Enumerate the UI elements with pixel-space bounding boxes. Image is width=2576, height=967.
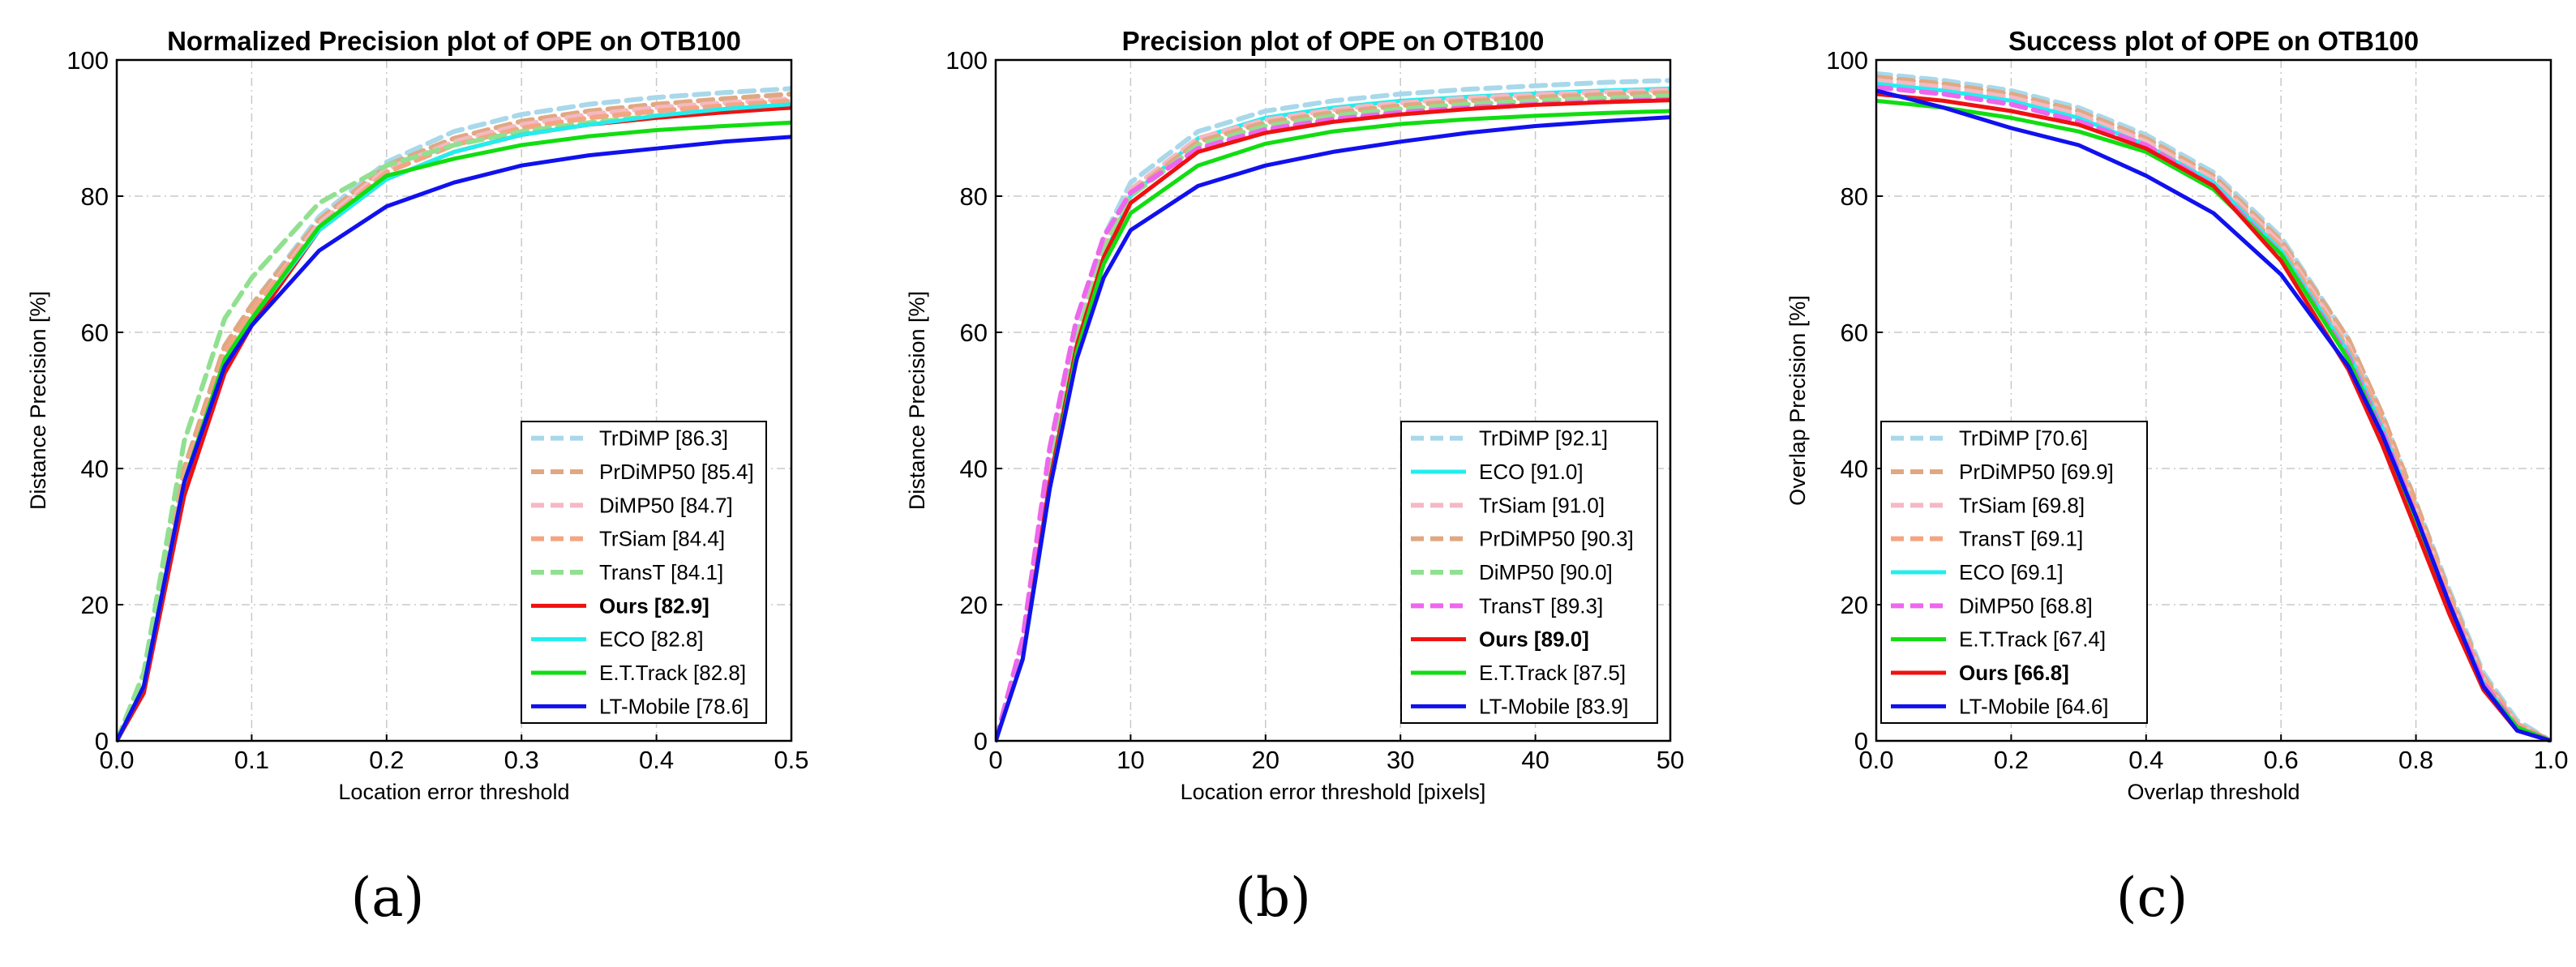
- y-tick-label: 20: [1841, 591, 1868, 619]
- legend-label: TransT [89.3]: [1479, 593, 1603, 618]
- x-tick-label: 0.0: [99, 746, 134, 774]
- chart-title: Normalized Precision plot of OPE on OTB1…: [167, 26, 741, 56]
- x-tick-label: 0: [988, 746, 1002, 774]
- legend: TrDiMP [86.3] PrDiMP50 [85.4] DiMP50 [84.7…: [521, 421, 767, 724]
- legend-label: Ours [89.0]: [1479, 627, 1589, 652]
- legend-label: TransT [84.1]: [599, 560, 723, 584]
- y-tick-label: 60: [960, 319, 988, 347]
- y-tick-label: 20: [960, 591, 988, 619]
- y-tick-label: 0: [95, 727, 109, 755]
- y-tick-label: 80: [960, 182, 988, 211]
- legend-label: TrDiMP [86.3]: [599, 426, 728, 451]
- legend-label: E.T.Track [87.5]: [1479, 661, 1626, 685]
- legend-label: DiMP50 [84.7]: [599, 493, 733, 517]
- x-tick-label: 0.3: [504, 746, 539, 774]
- legend-label: Ours [82.9]: [599, 593, 709, 618]
- axes-frame: [115, 58, 793, 742]
- legend-label: PrDiMP50 [69.9]: [1959, 460, 2114, 484]
- y-tick-label: 80: [1841, 182, 1868, 211]
- y-tick-label: 40: [960, 455, 988, 483]
- legend-label: TrDiMP [70.6]: [1959, 426, 2088, 451]
- x-tick-label: 50: [1657, 746, 1684, 774]
- x-tick-label: 0.6: [2264, 746, 2299, 774]
- legend-label: TrSiam [69.8]: [1959, 493, 2085, 517]
- x-tick-label: 0.4: [639, 746, 674, 774]
- y-axis-label: Distance Precision [%]: [905, 291, 929, 510]
- y-tick-label: 20: [81, 591, 109, 619]
- series-line-3: [117, 98, 791, 742]
- chart-2: 0.0 0.2 0.4 0.6 0.8 1.0 0 20 40 60 80 100 Success pl…: [1785, 26, 2569, 929]
- axes-frame: [994, 58, 1672, 742]
- legend-label: LT-Mobile [78.6]: [599, 694, 749, 718]
- series-line-8: [996, 115, 1670, 742]
- chart-title: Success plot of OPE on OTB100: [2008, 26, 2419, 56]
- x-tick-label: 20: [1252, 746, 1279, 774]
- y-tick-label: 40: [81, 455, 109, 483]
- chart-1: 0 10 20 30 40 50 0 20 40 60 80 100 Precision plot of…: [905, 26, 1684, 929]
- series-line-8: [1876, 88, 2551, 742]
- y-tick-label: 100: [1826, 46, 1868, 75]
- x-tick-label: 1.0: [2533, 746, 2568, 774]
- panel-caption: (a): [351, 866, 425, 929]
- x-tick-label: 30: [1387, 746, 1414, 774]
- x-tick-label: 10: [1117, 746, 1144, 774]
- x-tick-label: 0.2: [1994, 746, 2029, 774]
- panel-caption: (b): [1235, 866, 1311, 929]
- legend-label: TransT [69.1]: [1959, 527, 2083, 551]
- chart-title: Precision plot of OPE on OTB100: [1122, 26, 1545, 56]
- chart-0: 0.0 0.1 0.2 0.3 0.4 0.5 0 20 40 60 80 100 Normalized…: [26, 26, 809, 929]
- x-tick-label: 0.2: [369, 746, 404, 774]
- y-tick-label: 40: [1841, 455, 1868, 483]
- legend-label: PrDiMP50 [85.4]: [599, 460, 754, 484]
- y-tick-label: 0: [974, 727, 988, 755]
- legend-label: TrDiMP [92.1]: [1479, 426, 1608, 451]
- x-tick-label: 0.4: [2128, 746, 2163, 774]
- y-tick-label: 100: [66, 46, 109, 75]
- y-tick-label: 80: [81, 182, 109, 211]
- x-tick-label: 0.8: [2398, 746, 2433, 774]
- legend-label: PrDiMP50 [90.3]: [1479, 527, 1634, 551]
- y-tick-label: 0: [1854, 727, 1868, 755]
- axes-frame: [1875, 58, 2552, 742]
- legend-label: ECO [82.8]: [599, 627, 704, 652]
- legend-label: E.T.Track [82.8]: [599, 661, 746, 685]
- x-tick-label: 0.0: [1858, 746, 1893, 774]
- y-tick-label: 60: [81, 319, 109, 347]
- legend: TrDiMP [92.1] ECO [91.0] TrSiam [91.0] PrDi…: [1400, 421, 1658, 724]
- x-tick-label: 0.5: [774, 746, 808, 774]
- y-tick-label: 60: [1841, 319, 1868, 347]
- legend-label: TrSiam [91.0]: [1479, 493, 1605, 517]
- x-axis-label: Overlap threshold: [2127, 780, 2300, 804]
- panel-caption: (c): [2116, 866, 2188, 929]
- legend-label: ECO [69.1]: [1959, 560, 2064, 584]
- legend-label: DiMP50 [90.0]: [1479, 560, 1613, 584]
- legend-label: Ours [66.8]: [1959, 661, 2069, 685]
- legend-label: LT-Mobile [83.9]: [1479, 694, 1629, 718]
- legend-label: LT-Mobile [64.6]: [1959, 694, 2109, 718]
- series-line-8: [117, 135, 791, 742]
- x-axis-label: Location error threshold [pixels]: [1181, 780, 1486, 804]
- legend-label: TrSiam [84.4]: [599, 527, 725, 551]
- y-axis-label: Overlap Precision [%]: [1785, 295, 1810, 506]
- legend-label: ECO [91.0]: [1479, 460, 1584, 484]
- y-tick-label: 100: [945, 46, 988, 75]
- x-tick-label: 40: [1521, 746, 1549, 774]
- y-axis-label: Distance Precision [%]: [26, 291, 50, 510]
- x-axis-label: Location error threshold: [338, 780, 569, 804]
- legend: TrDiMP [70.6] PrDiMP50 [69.9] TrSiam [69.8…: [1880, 421, 2148, 724]
- legend-label: E.T.Track [67.4]: [1959, 627, 2106, 652]
- x-tick-label: 0.1: [234, 746, 269, 774]
- legend-label: DiMP50 [68.8]: [1959, 593, 2093, 618]
